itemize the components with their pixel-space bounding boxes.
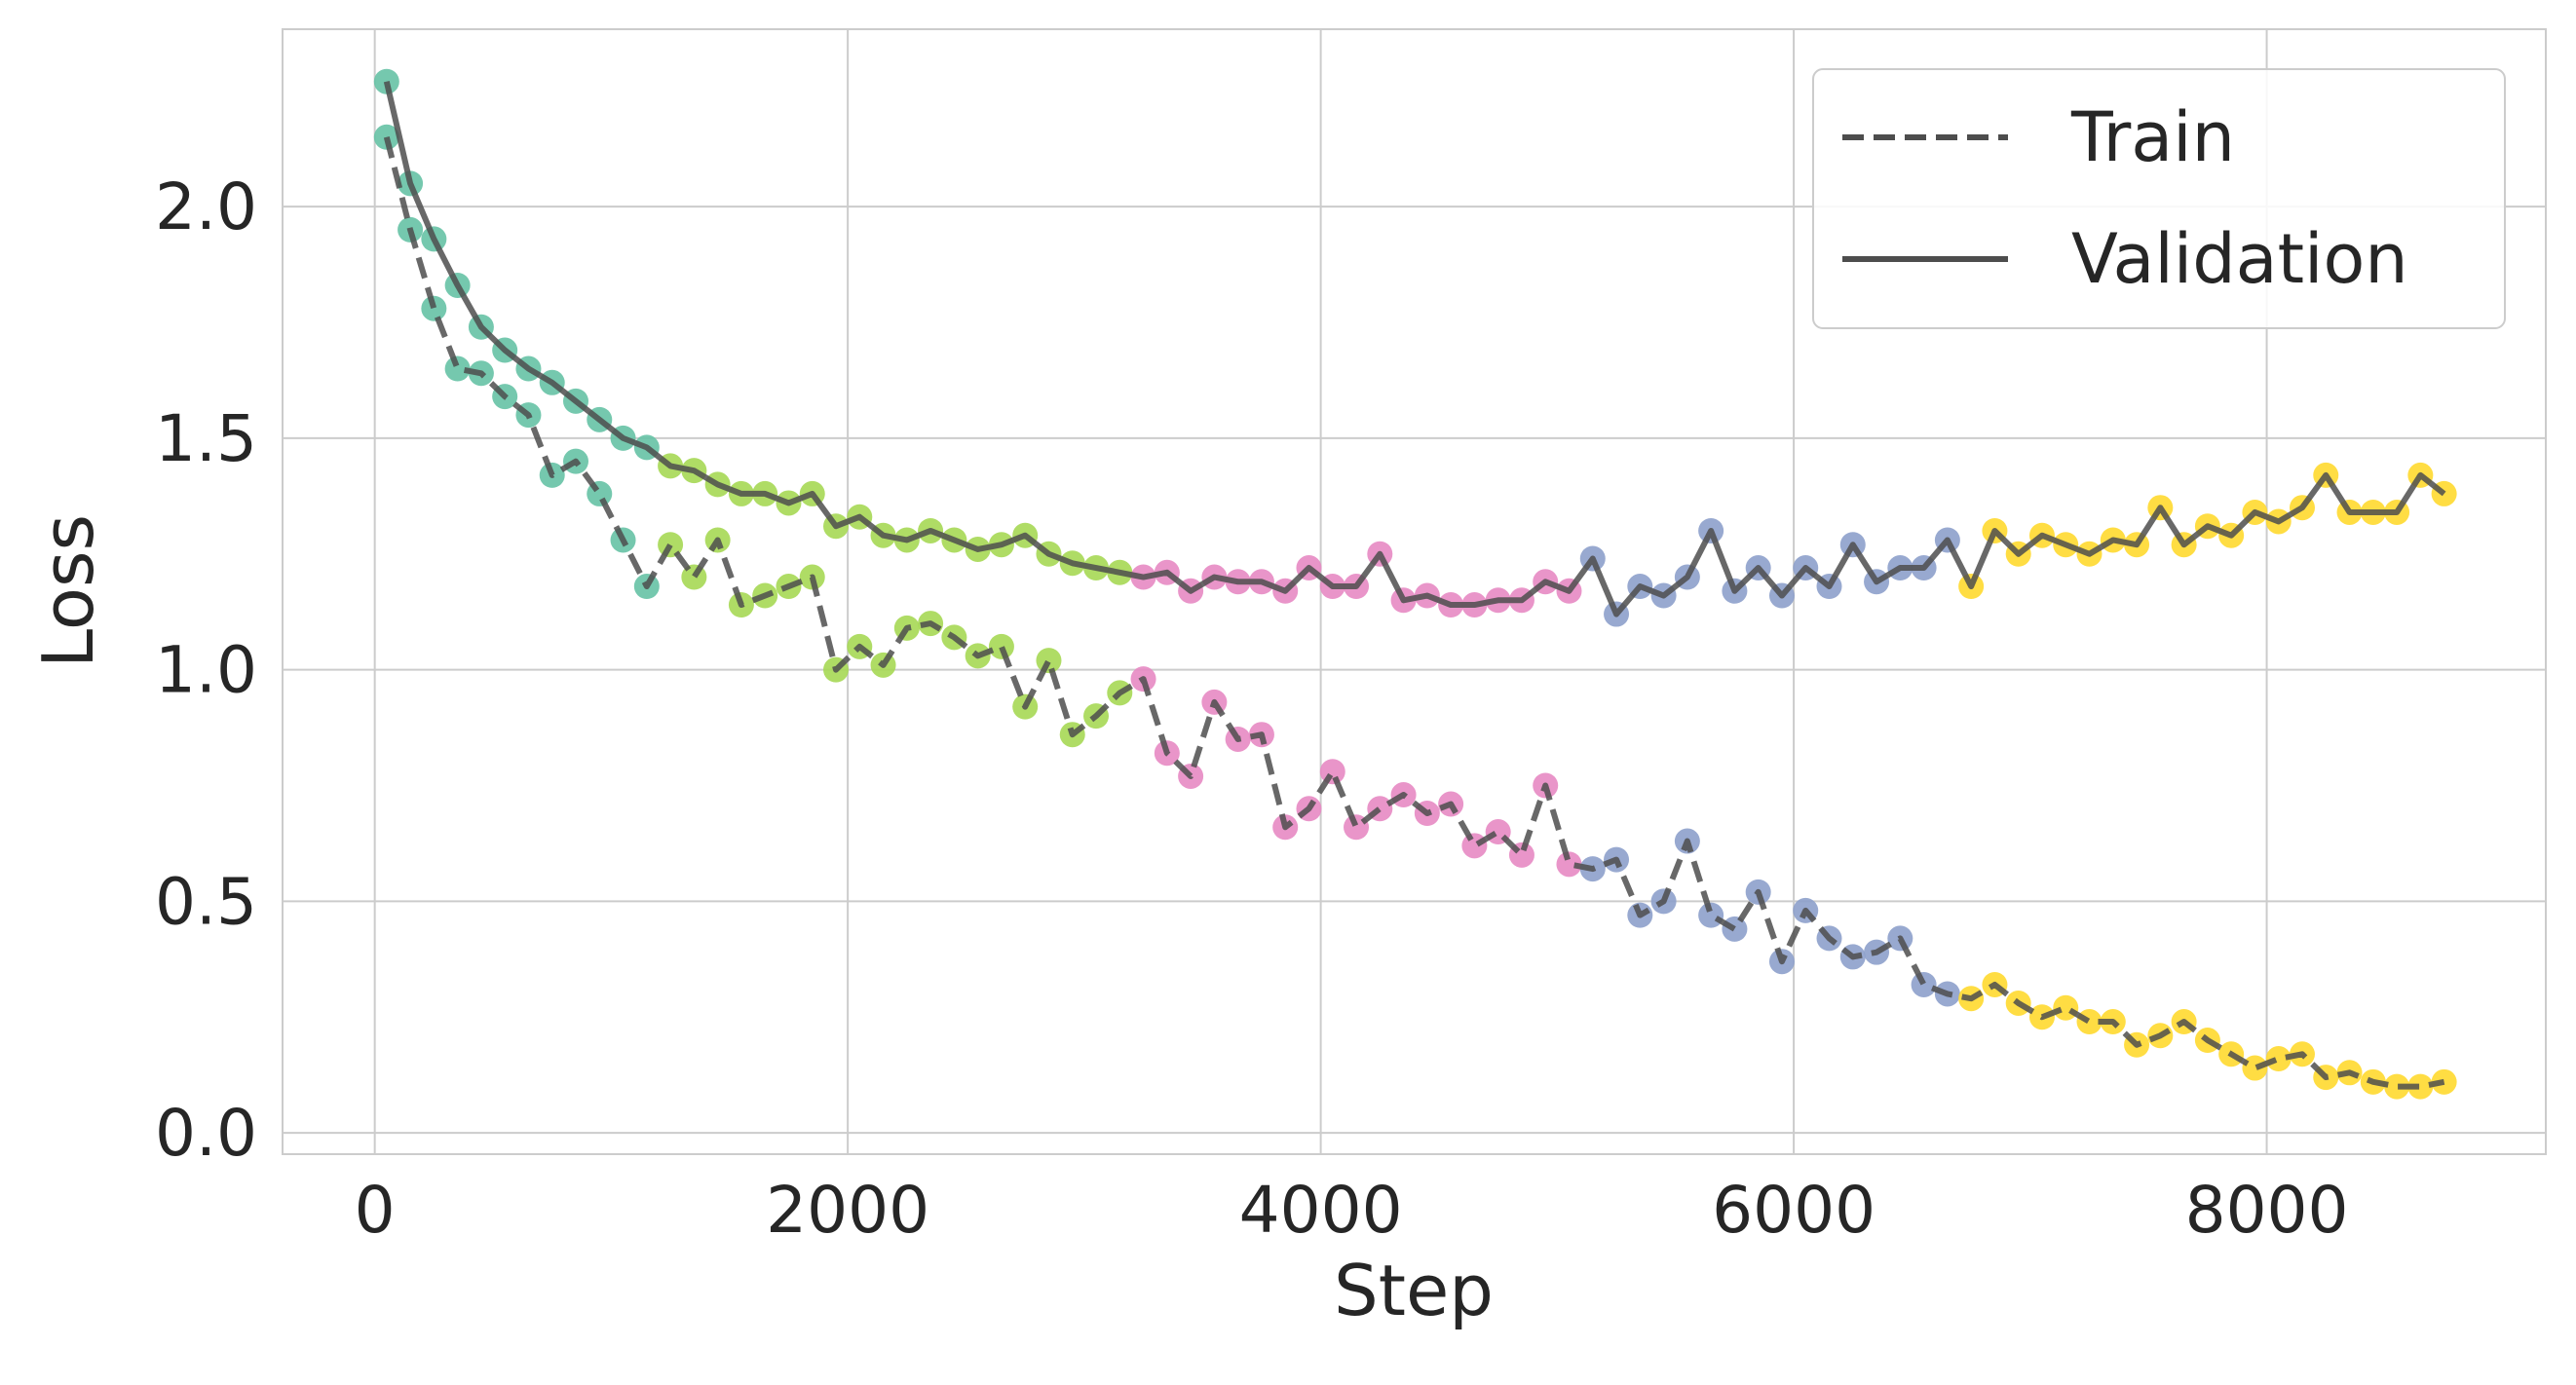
x-tick-label: 0 [355, 1173, 396, 1248]
legend-label: Validation [2071, 219, 2408, 299]
series-line [383, 136, 2445, 1090]
marker [2053, 994, 2079, 1021]
x-axis-label: Step [1334, 1250, 1494, 1331]
x-tick-label: 6000 [1712, 1173, 1875, 1248]
plot-marks [373, 68, 2457, 1100]
y-tick-label: 0.5 [155, 864, 257, 939]
marker [2431, 1068, 2457, 1095]
marker [2242, 1055, 2268, 1081]
marker [2407, 1073, 2434, 1100]
marker [1556, 851, 1582, 878]
y-tick-label: 1.5 [155, 401, 257, 476]
marker [421, 295, 447, 321]
x-tick-label: 8000 [2185, 1173, 2349, 1248]
marker [988, 633, 1014, 659]
x-tick-label: 2000 [766, 1173, 929, 1248]
marker [1461, 833, 1488, 859]
legend-label: Train [2070, 97, 2235, 177]
x-tick-label: 4000 [1239, 1173, 1403, 1248]
marker [1036, 648, 1062, 674]
ticks: 0 2000 4000 6000 8000 0.0 0.5 1.0 1.5 2.0 [155, 169, 2349, 1248]
y-tick-label: 1.0 [155, 633, 257, 708]
marker [2265, 1046, 2292, 1072]
legend: Train Validation [1812, 68, 2506, 329]
plot-frame [282, 28, 2547, 1155]
marker [444, 356, 471, 382]
series-line [383, 81, 2446, 618]
marker [1911, 971, 1937, 997]
y-tick-label: 2.0 [155, 169, 257, 244]
marker [2384, 1073, 2410, 1100]
legend-box [1812, 68, 2506, 329]
y-axis-label: Loss [27, 514, 109, 668]
y-tick-label: 0.0 [155, 1096, 257, 1171]
